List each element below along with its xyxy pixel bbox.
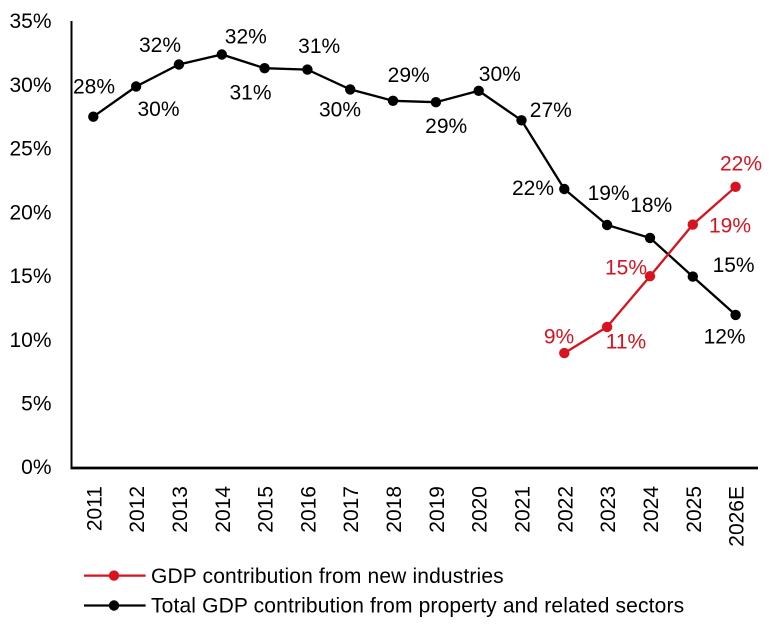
svg-text:30%: 30%: [137, 98, 179, 121]
svg-text:2020: 2020: [469, 486, 492, 533]
svg-text:19%: 19%: [709, 214, 751, 237]
svg-text:25%: 25%: [9, 138, 51, 161]
svg-text:22%: 22%: [512, 177, 554, 200]
svg-text:GDP contribution from new indu: GDP contribution from new industries: [151, 565, 504, 588]
svg-text:12%: 12%: [704, 325, 746, 348]
svg-text:2025: 2025: [683, 486, 706, 533]
svg-text:27%: 27%: [530, 99, 572, 122]
svg-text:19%: 19%: [588, 182, 630, 205]
svg-text:2026E: 2026E: [726, 486, 749, 547]
svg-text:30%: 30%: [9, 74, 51, 97]
svg-text:2024: 2024: [640, 486, 663, 533]
svg-text:2018: 2018: [383, 486, 406, 533]
svg-text:32%: 32%: [139, 34, 181, 57]
svg-text:2016: 2016: [297, 486, 320, 533]
svg-text:31%: 31%: [229, 82, 271, 105]
svg-text:2011: 2011: [83, 486, 106, 531]
svg-text:15%: 15%: [713, 254, 755, 277]
svg-text:22%: 22%: [720, 152, 762, 175]
svg-text:2014: 2014: [212, 486, 235, 533]
svg-text:2015: 2015: [255, 486, 278, 533]
svg-text:2017: 2017: [340, 486, 363, 533]
svg-text:2022: 2022: [554, 486, 577, 533]
svg-text:31%: 31%: [298, 35, 340, 58]
svg-text:29%: 29%: [425, 115, 467, 138]
svg-text:Total GDP contribution from pr: Total GDP contribution from property and…: [151, 595, 684, 618]
svg-text:9%: 9%: [544, 325, 574, 348]
svg-text:28%: 28%: [73, 75, 115, 98]
svg-text:30%: 30%: [319, 98, 361, 121]
svg-text:20%: 20%: [9, 201, 51, 224]
svg-text:2019: 2019: [426, 486, 449, 533]
svg-text:35%: 35%: [9, 10, 51, 33]
svg-text:10%: 10%: [9, 329, 51, 352]
svg-text:18%: 18%: [630, 194, 672, 217]
svg-text:15%: 15%: [605, 256, 647, 279]
svg-text:2012: 2012: [126, 486, 149, 533]
svg-text:11%: 11%: [606, 330, 646, 353]
svg-text:0%: 0%: [21, 456, 51, 479]
svg-text:2013: 2013: [169, 486, 192, 533]
svg-text:5%: 5%: [21, 393, 51, 416]
svg-text:2021: 2021: [512, 486, 535, 533]
svg-text:32%: 32%: [225, 26, 267, 49]
svg-text:15%: 15%: [9, 265, 51, 288]
svg-text:30%: 30%: [479, 63, 521, 86]
svg-text:29%: 29%: [388, 64, 430, 87]
svg-text:2023: 2023: [597, 486, 620, 533]
